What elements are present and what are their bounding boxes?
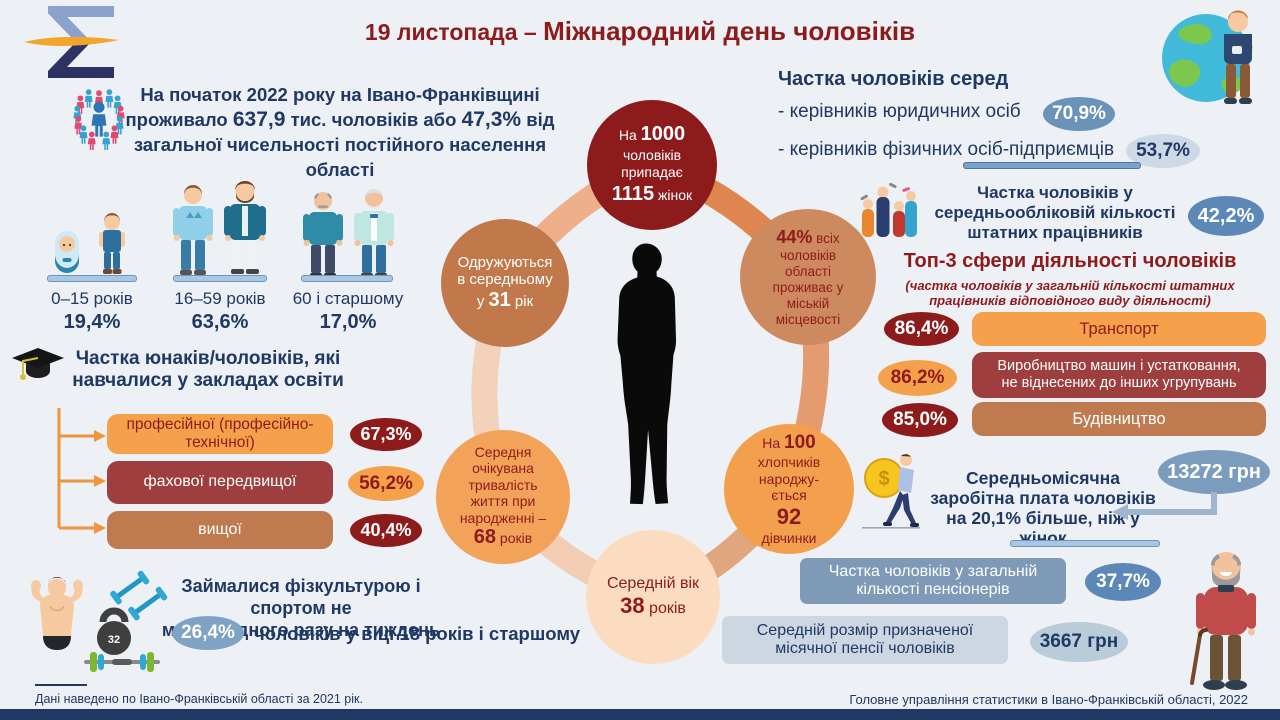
coin-dollar-symbol: $	[878, 468, 889, 490]
sport-suffix-text: чоловіків у віці 18 років і старшому	[254, 623, 581, 644]
sport-share-value: 26,4%	[172, 616, 244, 650]
page-title: 19 листопада – Міжнародний день чоловікі…	[320, 16, 960, 47]
age-group-3-label: 60 і старшому	[292, 289, 404, 308]
male-share-value: 47,3%	[461, 108, 522, 131]
dumbbells-icon	[110, 570, 168, 627]
education-vocational-value: 67,3%	[350, 418, 422, 451]
intro-line2: проживало 637,9 тис. чоловіків або 47,3%…	[125, 108, 555, 131]
footer-bar	[0, 709, 1280, 720]
staff-share-value: 42,2%	[1188, 196, 1264, 236]
age-group-3-value: 17,0%	[319, 311, 377, 333]
leaders-entrepreneurs-label: - керівників фізичних осіб-підприємців	[778, 139, 1115, 160]
man-silhouette	[617, 243, 677, 505]
man-carrying-coin-icon: $	[860, 448, 922, 535]
top3-transport-value: 86,4%	[884, 312, 959, 346]
older-man-figure	[300, 190, 346, 285]
salary-value: 13272 грн	[1158, 450, 1270, 494]
education-bar-higher: вищої	[107, 511, 333, 549]
salary-text: Середньомісячна заробітна плата чоловікі…	[930, 468, 1156, 548]
footer-publisher: Головне управління статистики в Івано-Фр…	[849, 692, 1248, 707]
barbell-icon	[82, 650, 162, 679]
young-man-figure	[170, 184, 216, 283]
pension-share-box: Частка чоловіків у загальній кількості п…	[800, 558, 1066, 604]
kettlebell-weight-label: 32	[108, 634, 120, 646]
top3-title: Топ-3 сфери діяльності чоловіків	[903, 250, 1237, 272]
education-bracket-arrows	[57, 408, 106, 534]
leaders-entrepreneurs-value: 53,7%	[1126, 134, 1200, 168]
intro-line1: На початок 2022 року на Івано-Франківщин…	[140, 84, 540, 105]
life-expectancy-circle: Середня очікувана тривалість життя при н…	[436, 430, 570, 564]
kettlebell-icon: 32	[88, 598, 140, 663]
age-group-3-underline	[301, 275, 393, 282]
average-age-circle: Середній вік 38 років	[586, 530, 720, 664]
leaders-legal-value: 70,9%	[1043, 97, 1115, 131]
footer-rule	[35, 684, 87, 686]
leaders-legal-label: - керівників юридичних осіб	[778, 101, 1021, 122]
top3-construction-bar: Будівництво	[972, 402, 1266, 436]
muscleman-icon	[28, 572, 86, 671]
age-group-1-value: 19,4%	[63, 311, 121, 333]
age-group-2-value: 63,6%	[191, 311, 249, 333]
education-pre-higher-value: 56,2%	[348, 466, 424, 501]
boy-figure	[94, 212, 130, 281]
page-title-main: Міжнародний день чоловіків	[543, 16, 916, 46]
staff-share-text: Частка чоловіків у середньообліковій кіл…	[934, 183, 1176, 242]
salary-arrow	[1112, 492, 1217, 520]
page-title-prefix: 19 листопада –	[364, 19, 544, 45]
age-group-1-underline	[47, 275, 137, 282]
pension-amount-box: Середній розмір призначеної місячної пен…	[722, 616, 1008, 664]
education-bar-vocational: професійної (професійно-технічної)	[107, 414, 333, 454]
sigma-statistics-logo	[24, 4, 120, 80]
population-intro-text: На початок 2022 року на Івано-Франківщин…	[120, 82, 560, 182]
age-group-2-label: 16–59 років	[174, 289, 266, 308]
baby-figure	[52, 230, 82, 279]
top3-machinery-value: 86,2%	[878, 360, 957, 396]
urban-share-circle: 44% всіх чоловіків області проживає у мі…	[740, 209, 876, 345]
elderly-man-bowtie-figure	[350, 188, 398, 285]
bearded-man-figure	[220, 180, 270, 281]
pension-share-value: 37,7%	[1085, 563, 1161, 601]
ratio-circle: На 1000 чоловіків припадає 1115 жінок	[587, 100, 717, 230]
age-group-2-underline	[173, 275, 267, 282]
top3-construction-value: 85,0%	[882, 403, 958, 437]
top3-machinery-bar: Виробництво машин і устатковання, не від…	[972, 352, 1266, 398]
intro-line3: загальної чисельності постійного населен…	[133, 134, 547, 180]
pension-amount-value: 3667 грн	[1030, 622, 1128, 662]
education-bar-pre-higher: фахової передвищої	[107, 461, 333, 504]
salary-divider	[1010, 540, 1160, 547]
leaders-divider	[963, 162, 1141, 169]
top3-transport-bar: Транспорт	[972, 312, 1266, 346]
elderly-man-with-cane-illustration	[1168, 545, 1280, 700]
education-section-title: Частка юнаків/чоловіків, які навчалися у…	[72, 348, 344, 391]
male-count-value: 637,9	[232, 108, 286, 131]
workers-group-icon	[858, 182, 918, 249]
man-with-globe-illustration	[1160, 2, 1268, 111]
marriage-circle: Одружуються в середньому у 31 рік	[441, 219, 569, 347]
birth-ratio-circle: На 100 хлопчиків народжу- ється 92 дівчи…	[724, 424, 854, 554]
graduation-cap-icon	[10, 344, 66, 399]
footer-source-note: Дані наведено по Івано-Франківській обла…	[35, 692, 363, 706]
leaders-section-title: Частка чоловіків серед	[778, 68, 1009, 90]
age-group-1-label: 0–15 років	[51, 289, 133, 308]
education-higher-value: 40,4%	[350, 514, 422, 547]
top3-subtitle: (частка чоловіків у загальній кількості …	[905, 278, 1235, 308]
